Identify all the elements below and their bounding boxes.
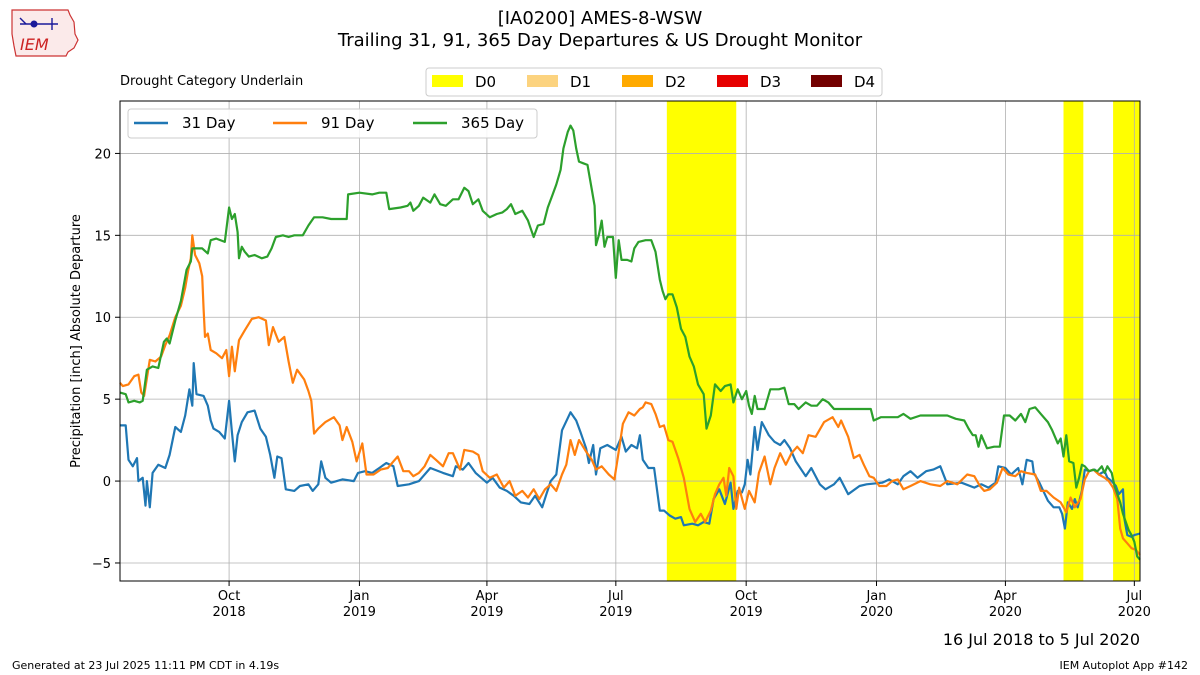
y-tick-label: 20 bbox=[94, 147, 111, 162]
logo-text: IEM bbox=[20, 35, 49, 54]
x-tick-year-label: 2019 bbox=[343, 605, 376, 620]
x-tick-label: Apr bbox=[476, 589, 499, 604]
x-tick-label: Jan bbox=[865, 589, 886, 604]
generated-timestamp: Generated at 23 Jul 2025 11:11 PM CDT in… bbox=[12, 659, 280, 672]
drought-band-d0 bbox=[1113, 101, 1140, 581]
x-axis-ticks: Oct2018Jan2019Apr2019Jul2019Oct2019Jan20… bbox=[213, 581, 1151, 620]
x-tick-label: Jan bbox=[348, 589, 369, 604]
drought-label: D3 bbox=[760, 73, 781, 91]
legend-label: 365 Day bbox=[461, 114, 524, 132]
x-tick-year-label: 2019 bbox=[730, 605, 763, 620]
series-legend-box bbox=[127, 108, 538, 139]
axes-frame bbox=[119, 100, 1141, 582]
drought-bands bbox=[666, 101, 1140, 581]
y-tick-label: 10 bbox=[94, 311, 111, 326]
x-tick-label: Oct bbox=[735, 589, 757, 604]
series-line-31-day bbox=[120, 362, 1141, 538]
series-legend: 31 Day 91 Day 365 Day bbox=[127, 108, 538, 139]
drought-swatch-d2 bbox=[622, 75, 653, 87]
x-tick-year-label: 2020 bbox=[860, 605, 893, 620]
drought-band-d0 bbox=[666, 101, 737, 581]
y-axis-ticks: −5 0 5 10 15 20 bbox=[92, 147, 120, 572]
drought-swatch-d4 bbox=[811, 75, 842, 87]
x-tick-year-label: 2020 bbox=[989, 605, 1022, 620]
x-tick-year-label: 2019 bbox=[599, 605, 632, 620]
series-lines bbox=[119, 124, 1141, 561]
x-tick-label: Jul bbox=[607, 589, 624, 604]
chart-title-line2: Trailing 31, 91, 365 Day Departures & US… bbox=[337, 30, 863, 51]
grid-lines bbox=[120, 101, 1140, 581]
drought-label: D1 bbox=[570, 73, 591, 91]
drought-swatch-d1 bbox=[527, 75, 558, 87]
drought-label: D0 bbox=[475, 73, 496, 91]
y-tick-label: 5 bbox=[103, 393, 111, 408]
x-tick-label: Apr bbox=[994, 589, 1017, 604]
underlain-label: Drought Category Underlain bbox=[120, 74, 304, 89]
y-tick-label: 15 bbox=[94, 229, 111, 244]
legend-label: 91 Day bbox=[321, 114, 375, 132]
y-tick-label: −5 bbox=[92, 557, 111, 572]
x-tick-year-label: 2018 bbox=[213, 605, 246, 620]
x-tick-label: Jul bbox=[1125, 589, 1142, 604]
iem-logo: IEM bbox=[8, 6, 82, 62]
x-tick-year-label: 2020 bbox=[1118, 605, 1151, 620]
drought-label: D4 bbox=[854, 73, 875, 91]
series-line-365-day bbox=[119, 124, 1141, 561]
legend-label: 31 Day bbox=[182, 114, 236, 132]
drought-label: D2 bbox=[665, 73, 686, 91]
drought-swatch-d3 bbox=[717, 75, 748, 87]
y-tick-label: 0 bbox=[103, 475, 111, 490]
x-tick-year-label: 2019 bbox=[470, 605, 503, 620]
chart-title-line1: [IA0200] AMES-8-WSW bbox=[497, 8, 703, 29]
date-range-label: 16 Jul 2018 to 5 Jul 2020 bbox=[942, 630, 1140, 649]
app-number: IEM Autoplot App #142 bbox=[1059, 659, 1189, 672]
drought-legend: D0 D1 D2 D3 D4 bbox=[425, 67, 883, 97]
series-line-91-day bbox=[119, 234, 1141, 556]
drought-swatch-d0 bbox=[432, 75, 463, 87]
x-tick-label: Oct bbox=[218, 589, 240, 604]
y-axis-label: Precipitation [inch] Absolute Departure bbox=[69, 214, 84, 468]
